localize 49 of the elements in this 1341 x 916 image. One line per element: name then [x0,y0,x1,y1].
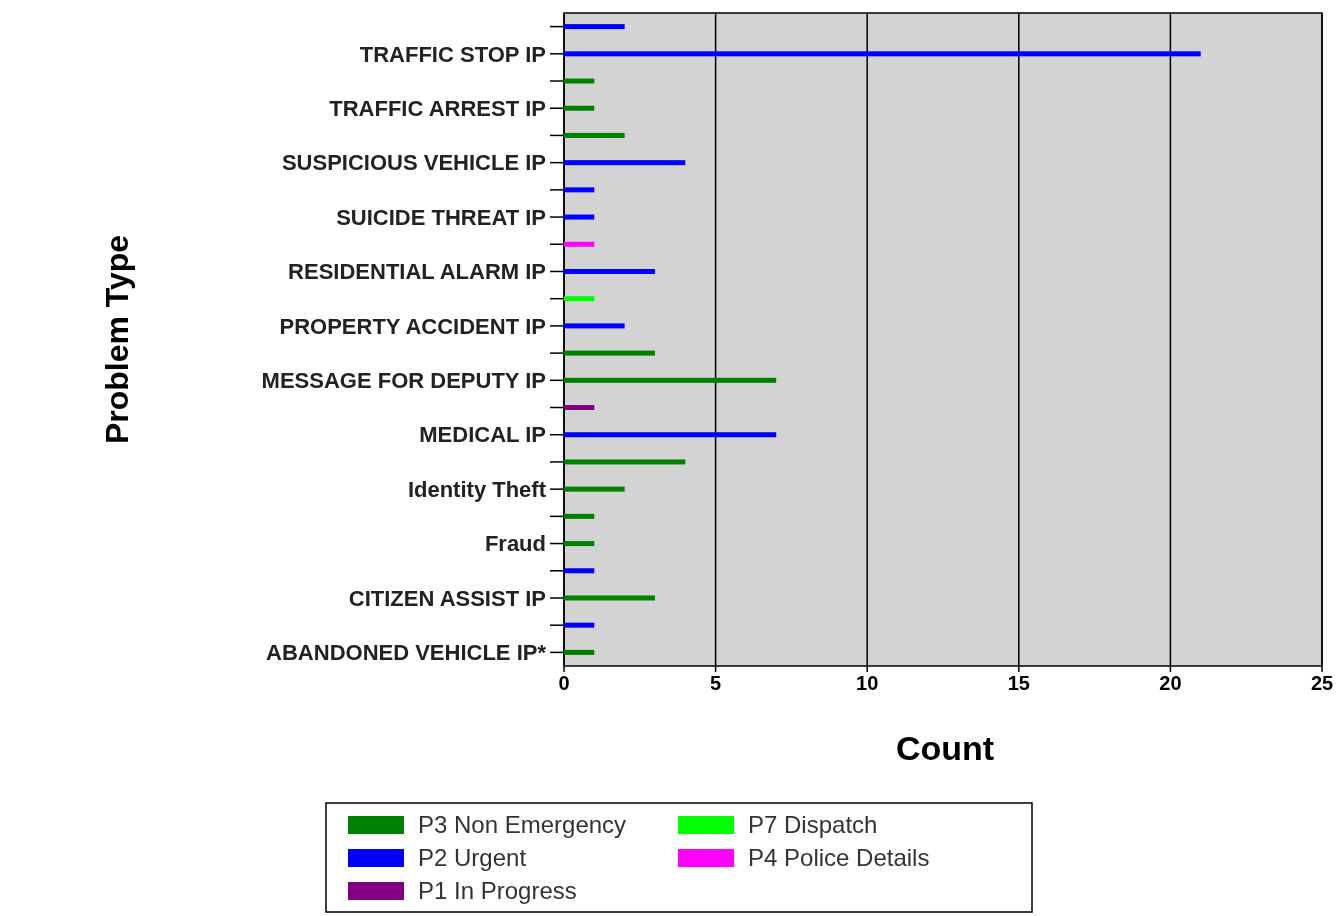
bar [564,405,595,411]
bar [564,541,595,547]
bar [564,296,595,302]
x-tick-label: 5 [710,672,722,694]
x-tick-label: 25 [1310,672,1334,694]
x-axis-title: Count [895,729,995,767]
y-tick-label: ABANDONED VEHICLE IP* [266,640,547,666]
legend-label: P7 Dispatch [748,811,878,839]
y-tick-label: TRAFFIC STOP IP [359,41,546,67]
y-tick-label: SUICIDE THREAT IP [336,204,546,230]
bar [564,622,595,628]
legend-label: P2 Urgent [418,844,527,872]
bar [564,568,595,574]
bar [564,51,1201,57]
y-tick-label: MESSAGE FOR DEPUTY IP [261,368,546,394]
legend-label: P4 Police Details [748,844,930,872]
y-tick-label: RESIDENTIAL ALARM IP [288,259,546,285]
x-tick-label: 0 [558,672,570,694]
y-tick-label: CITIZEN ASSIST IP [348,585,546,611]
bar [564,132,625,138]
x-tick-label: 10 [856,672,879,694]
bar [564,24,625,30]
bar [564,160,686,166]
y-tick-label: PROPERTY ACCIDENT IP [279,313,546,339]
bar [564,649,595,655]
bar [564,78,595,84]
bar [564,459,686,465]
legend-label: P1 In Progress [418,877,577,905]
bar [564,268,655,274]
y-tick-label: SUSPICIOUS VEHICLE IP [281,150,546,176]
bar [564,350,655,356]
bar [564,486,625,492]
bar [564,105,595,111]
bar [564,214,595,220]
bar [564,323,625,329]
y-tick-label: Identity Theft [407,476,547,502]
bar [564,241,595,247]
y-axis-title: Problem Type [99,234,135,445]
y-tick-label: Fraud [484,531,546,557]
bar [564,513,595,519]
bar [564,595,655,601]
y-tick-label: TRAFFIC ARREST IP [329,95,546,121]
bar [564,187,595,193]
x-tick-label: 20 [1159,672,1182,694]
x-tick-label: 15 [1007,672,1030,694]
y-tick-label: MEDICAL IP [419,422,546,448]
bar [564,432,777,438]
bar [564,377,777,383]
legend-label: P3 Non Emergency [418,811,627,839]
